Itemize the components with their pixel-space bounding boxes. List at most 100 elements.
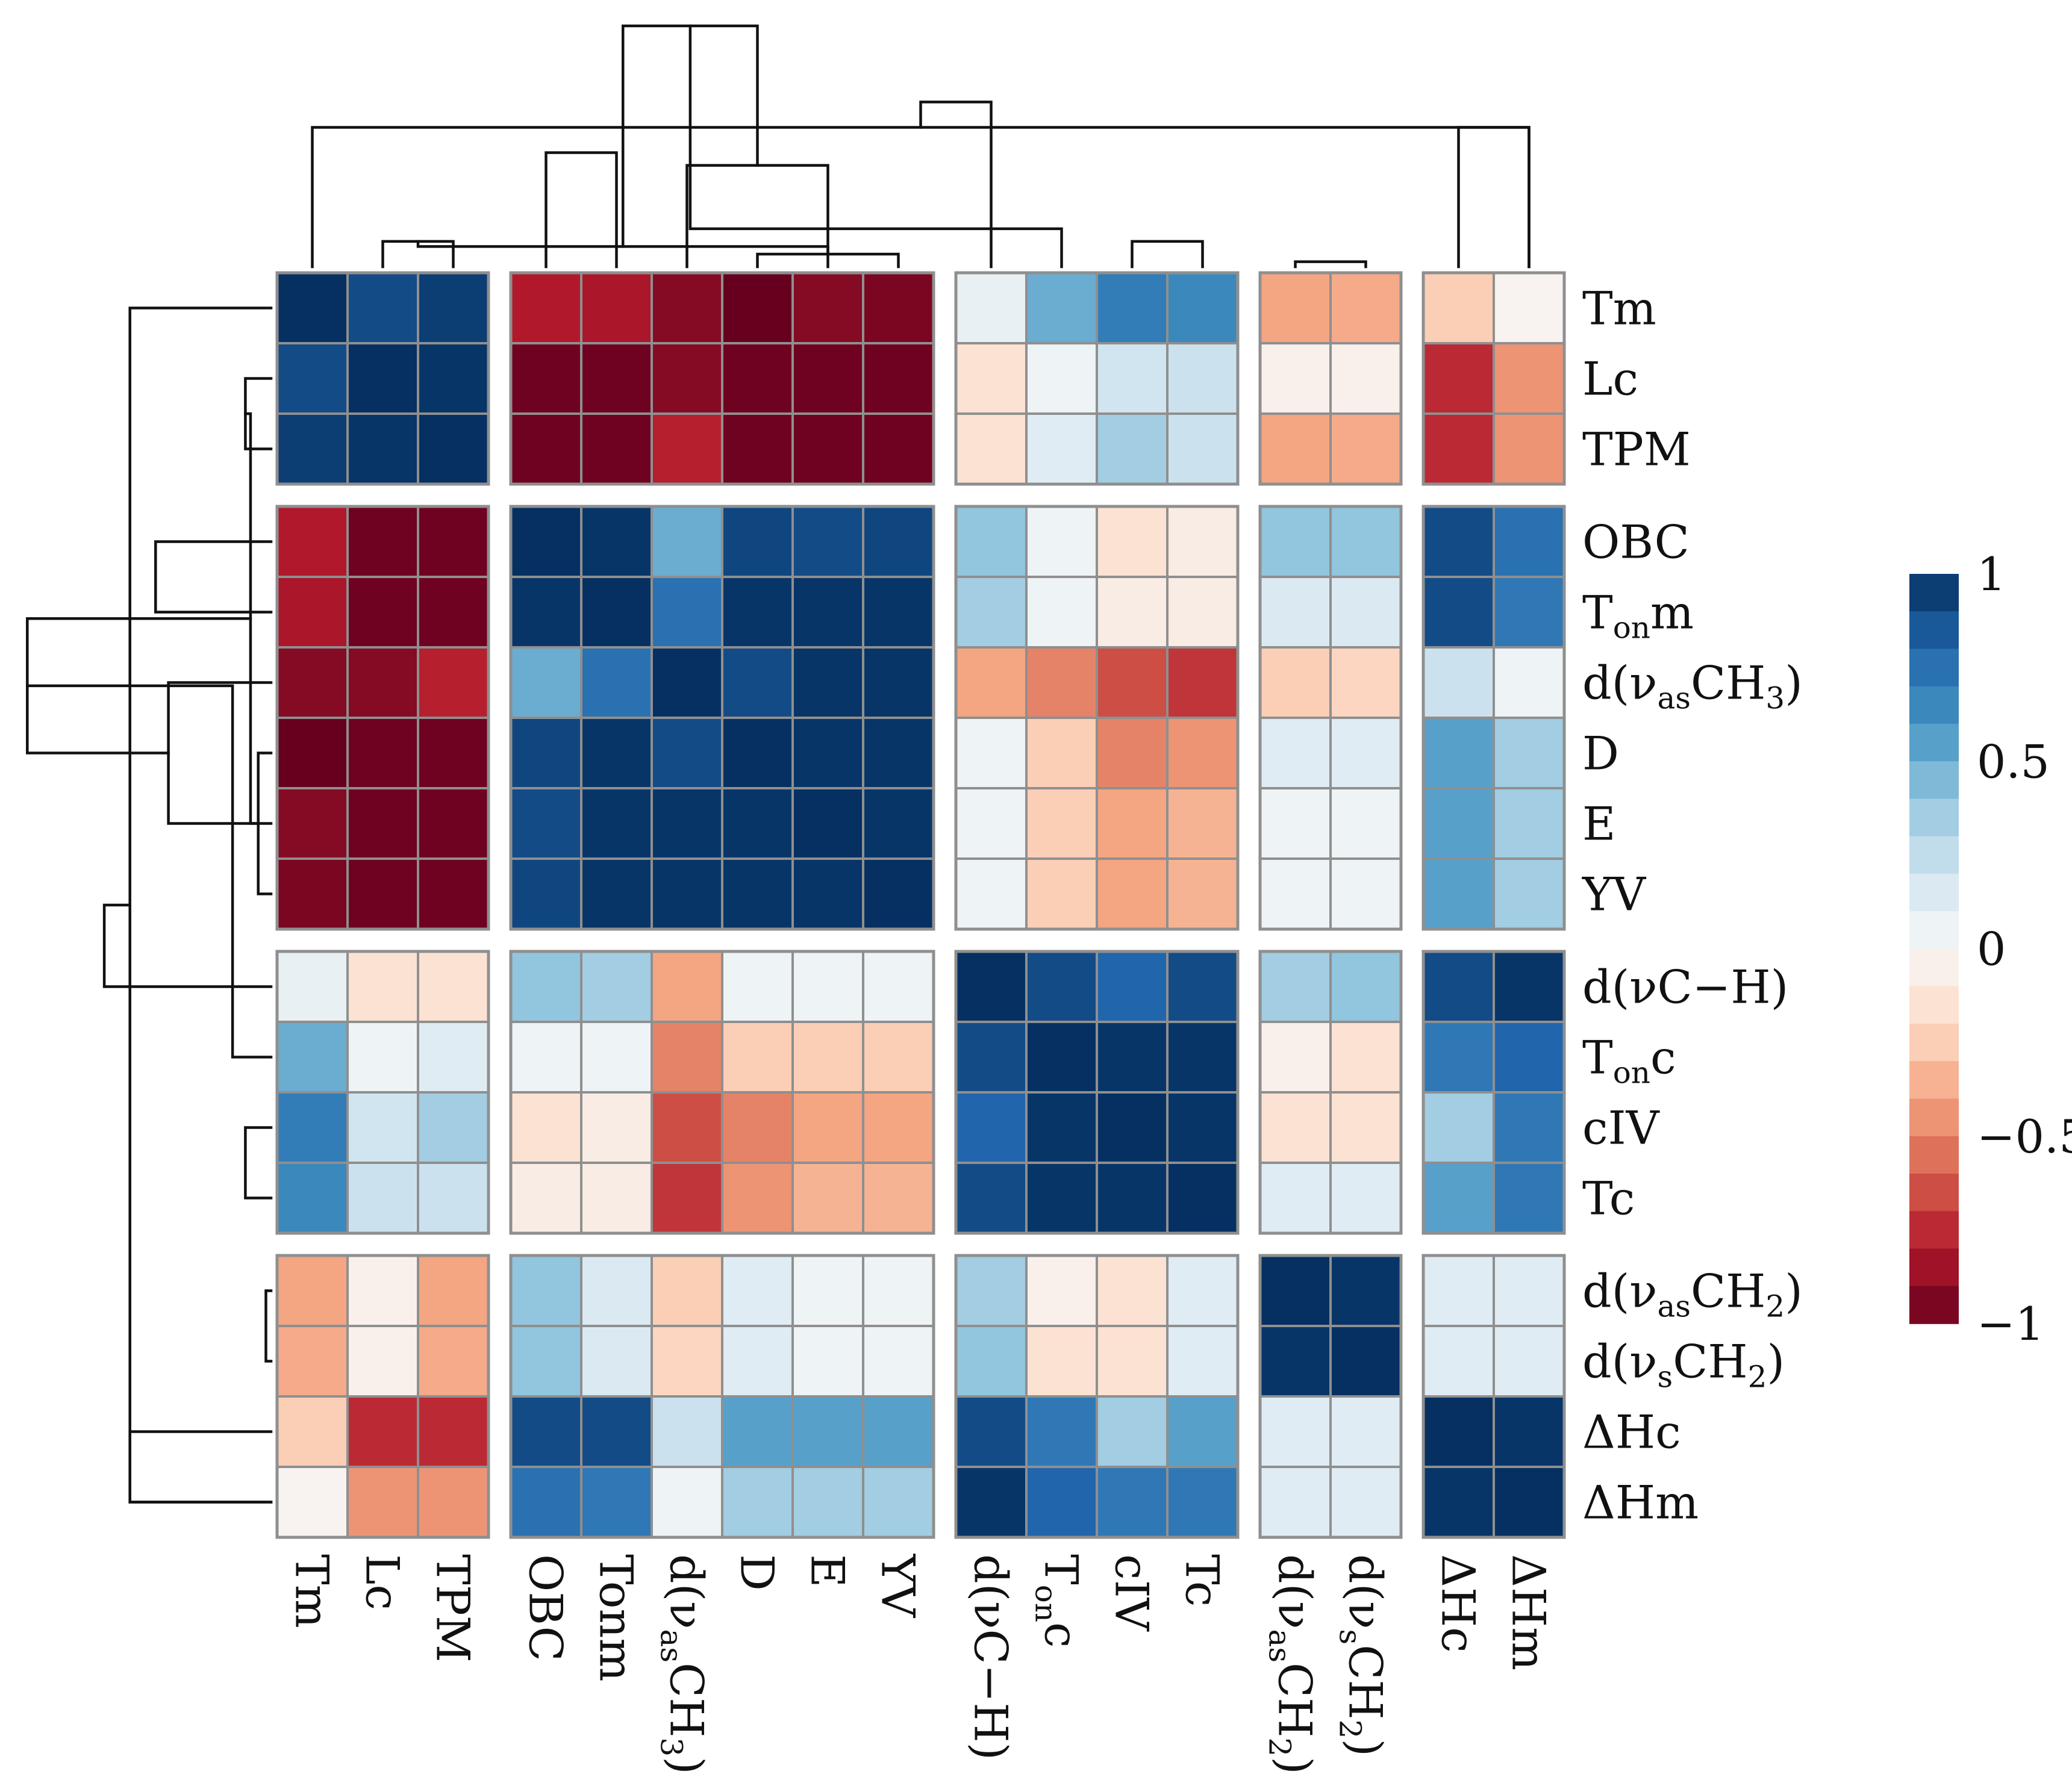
cluster-block-outline — [1421, 950, 1566, 1235]
heatmap-cell — [651, 857, 723, 930]
colorbar-step — [1909, 1024, 1959, 1062]
heatmap-cell — [1166, 787, 1239, 860]
heatmap-cell — [955, 857, 1028, 930]
column-label: TPM — [426, 1554, 480, 1663]
heatmap-cell — [580, 412, 653, 485]
heatmap-cell — [721, 1021, 794, 1094]
heatmap-cell — [862, 272, 935, 344]
heatmap-cell — [1096, 1162, 1169, 1234]
heatmap-cell — [721, 787, 794, 860]
heatmap-cell — [651, 787, 723, 860]
heatmap-cell — [580, 1254, 653, 1327]
heatmap-cell — [276, 576, 349, 649]
heatmap-cell — [1329, 787, 1402, 860]
heatmap-cell — [1493, 272, 1565, 344]
column-label: ΔHm — [1502, 1554, 1556, 1670]
heatmap-cell — [346, 1021, 419, 1094]
column-label: cIV — [1105, 1554, 1159, 1632]
colorbar-step — [1909, 874, 1959, 912]
heatmap-cell — [651, 505, 723, 578]
heatmap-cell — [1259, 950, 1332, 1023]
heatmap-cell — [1329, 1325, 1402, 1398]
heatmap-cell — [721, 412, 794, 485]
row-label: TPM — [1582, 423, 1691, 476]
heatmap-cell — [580, 1395, 653, 1468]
heatmap-cell — [1096, 272, 1169, 344]
heatmap-cell — [510, 787, 582, 860]
heatmap-cell — [1329, 412, 1402, 485]
row-label: Tonc — [1582, 1031, 1676, 1091]
cluster-block-outline — [1421, 505, 1566, 931]
heatmap-cell — [1166, 717, 1239, 789]
heatmap-cell — [1329, 272, 1402, 344]
heatmap-cell — [417, 1466, 490, 1539]
heatmap-cell — [1422, 1162, 1495, 1234]
heatmap-cell — [791, 950, 864, 1023]
heatmap-cell — [1025, 1325, 1098, 1398]
heatmap-cell — [1096, 1466, 1169, 1539]
heatmap-cell — [955, 646, 1028, 719]
heatmap-cell — [580, 717, 653, 789]
heatmap-cell — [1422, 412, 1495, 485]
cluster-block-outline — [954, 271, 1240, 486]
column-label: d(νasCH3) — [654, 1554, 714, 1775]
heatmap-cell — [510, 505, 582, 578]
heatmap-cell — [955, 412, 1028, 485]
heatmap-cell — [510, 272, 582, 344]
heatmap-cell — [1493, 412, 1565, 485]
colorbar-tick-label: 1 — [1977, 547, 2006, 601]
heatmap-cell — [791, 787, 864, 860]
heatmap-cell — [1422, 272, 1495, 344]
heatmap-cell — [721, 576, 794, 649]
heatmap-cell — [276, 857, 349, 930]
heatmap-cell — [651, 1091, 723, 1164]
heatmap-cell — [1259, 1395, 1332, 1468]
heatmap-cell — [1329, 950, 1402, 1023]
heatmap-cell — [1259, 342, 1332, 415]
heatmap-cell — [862, 1325, 935, 1398]
heatmap-cell — [510, 1021, 582, 1094]
colorbar-tick-label: −1 — [1977, 1297, 2044, 1351]
heatmap-cell — [955, 950, 1028, 1023]
heatmap-cell — [791, 1021, 864, 1094]
heatmap-cell — [1329, 1395, 1402, 1468]
column-label: Lc — [356, 1554, 410, 1610]
heatmap-cell — [791, 1162, 864, 1234]
heatmap-cell — [1166, 950, 1239, 1023]
heatmap-cell — [1329, 857, 1402, 930]
heatmap-cell — [580, 342, 653, 415]
heatmap-cell — [721, 857, 794, 930]
heatmap-cell — [1096, 1021, 1169, 1094]
row-label: d(νC−H) — [1582, 960, 1788, 1014]
heatmap-cell — [1096, 717, 1169, 789]
heatmap-cell — [417, 412, 490, 485]
heatmap-cell — [1096, 1091, 1169, 1164]
column-dendrogram — [311, 24, 1531, 269]
column-label: d(νC−H) — [964, 1554, 1018, 1760]
heatmap-cell — [1166, 272, 1239, 344]
colorbar-step — [1909, 986, 1959, 1024]
cluster-block-outline — [1421, 271, 1566, 486]
dendrogram-branch — [1457, 126, 1531, 269]
heatmap-cell — [510, 1466, 582, 1539]
heatmap-cell — [955, 342, 1028, 415]
colorbar-step — [1909, 724, 1959, 762]
cluster-block-outline — [1421, 1254, 1566, 1539]
heatmap-cell — [276, 1466, 349, 1539]
heatmap-cell — [862, 342, 935, 415]
heatmap-cell — [651, 717, 723, 789]
heatmap-cell — [955, 1466, 1028, 1539]
heatmap-cell — [276, 1162, 349, 1234]
heatmap-cell — [510, 1162, 582, 1234]
heatmap-cell — [1096, 1254, 1169, 1327]
heatmap-cell — [1493, 950, 1565, 1023]
heatmap-cell — [791, 1466, 864, 1539]
heatmap-cell — [580, 1021, 653, 1094]
colorbar-step — [1909, 649, 1959, 687]
row-label: d(νasCH2) — [1582, 1265, 1803, 1324]
colorbar-step — [1909, 798, 1959, 837]
heatmap-cell — [651, 950, 723, 1023]
heatmap-cell — [791, 412, 864, 485]
heatmap-cell — [862, 1091, 935, 1164]
